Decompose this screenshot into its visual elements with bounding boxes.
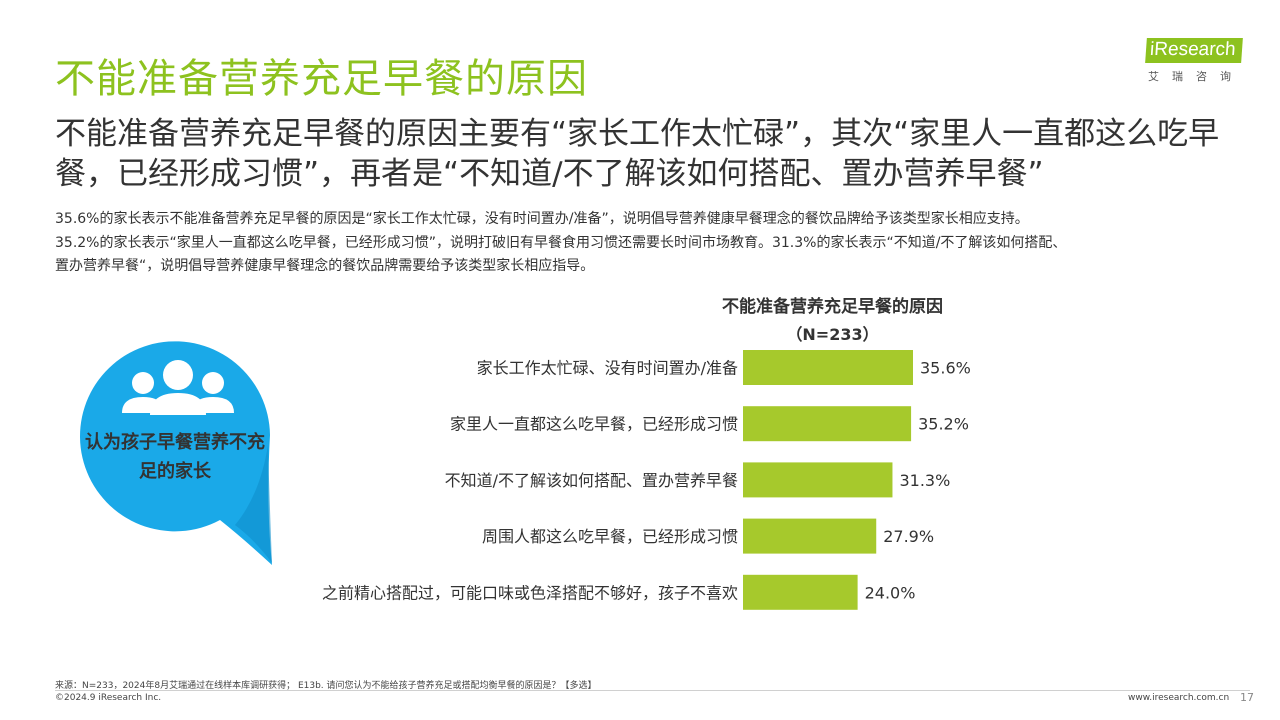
speech-bubble-shape — [80, 341, 272, 565]
logo-subtitle: 艾瑞咨询 — [1148, 70, 1244, 83]
bar — [743, 574, 858, 610]
value-label: 31.3% — [899, 471, 950, 490]
category-label: 周围人都这么吃早餐，已经形成习惯 — [482, 527, 738, 546]
value-label: 27.9% — [883, 527, 934, 546]
bar-chart: 家长工作太忙碌、没有时间置办/准备 35.6% 家里人一直都这么吃早餐，已经形成习惯… — [322, 350, 971, 610]
chart-title: 不能准备营养充足早餐的原因 — [722, 297, 943, 317]
copyright: ©2024.9 iResearch Inc. — [55, 693, 162, 703]
footer-divider — [55, 690, 1250, 691]
website-link[interactable]: www.iresearch.com.cn — [1128, 693, 1230, 703]
description: 35.6%的家长表示不能准备营养充足早餐的原因是“家长工作太忙碌，没有时间置办/… — [55, 208, 1245, 279]
iresearch-logo: iResearch 艾瑞咨询 — [1140, 36, 1250, 86]
speech-bubble — [80, 341, 272, 565]
category-label: 之前精心搭配过，可能口味或色泽搭配不够好，孩子不喜欢 — [322, 583, 738, 602]
headline: 不能准备营养充足早餐的原因主要有“家长工作太忙碌”，其次“家里人一直都这么吃早餐… — [55, 116, 1220, 192]
description-line: 35.2%的家长表示“家里人一直都这么吃早餐，已经形成习惯”，说明打破旧有早餐食… — [55, 234, 1067, 251]
category-label: 家长工作太忙碌、没有时间置办/准备 — [477, 359, 738, 378]
bar — [743, 518, 877, 554]
logo-wordmark: iResearch — [1145, 38, 1243, 63]
people-group-icon — [122, 360, 234, 415]
description-line: 置办营养早餐“，说明倡导营养健康早餐理念的餐饮品牌需要给予该类型家长相应指导。 — [55, 258, 595, 274]
source-note: 来源：N=233，2024年8月艾瑞通过在线样本库调研获得； E13b. 请问您… — [55, 681, 597, 691]
bubble-label: 认为孩子早餐营养不充足的家长 — [85, 432, 265, 482]
bar — [743, 406, 912, 442]
chart-sample-size: （N=233） — [786, 325, 879, 344]
value-label: 24.0% — [865, 583, 916, 602]
value-label: 35.2% — [918, 415, 969, 434]
bar — [743, 462, 893, 498]
category-label: 家里人一直都这么吃早餐，已经形成习惯 — [450, 415, 738, 434]
page-title: 不能准备营养充足早餐的原因 — [55, 56, 588, 102]
page-number: 17 — [1240, 691, 1254, 704]
value-label: 35.6% — [920, 359, 971, 378]
description-line: 35.6%的家长表示不能准备营养充足早餐的原因是“家长工作太忙碌，没有时间置办/… — [55, 211, 1029, 227]
bar — [743, 350, 913, 385]
speech-bubble-highlight — [235, 445, 272, 563]
category-label: 不知道/不了解该如何搭配、置办营养早餐 — [445, 471, 738, 490]
